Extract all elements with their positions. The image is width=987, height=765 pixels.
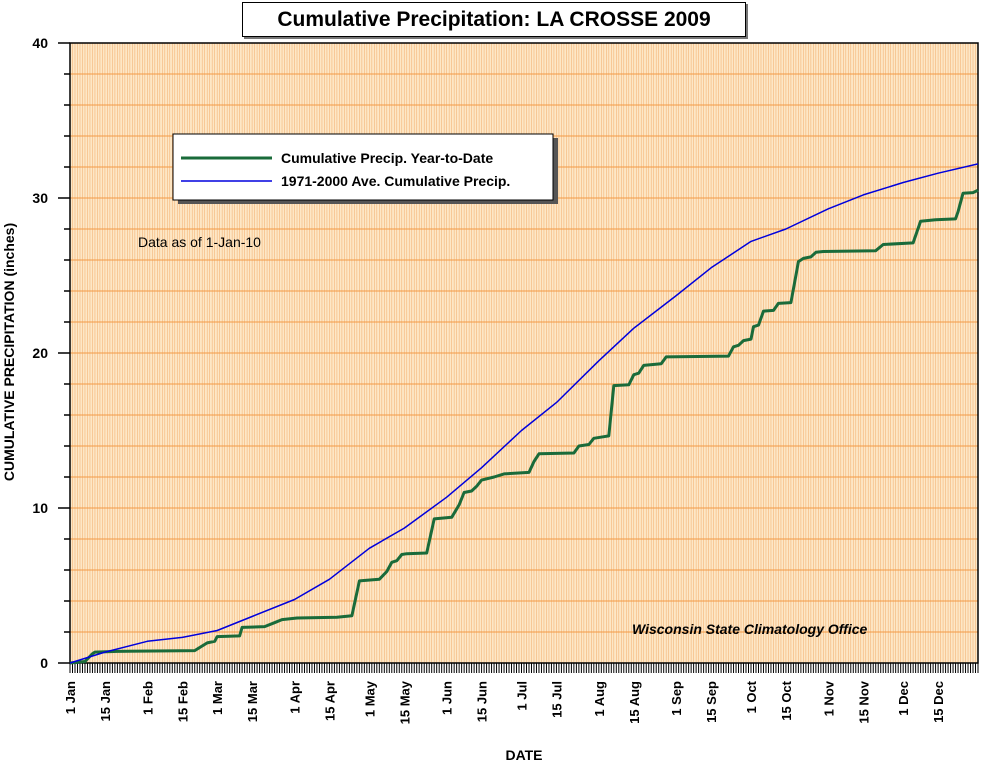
- x-tick-label: 1 Sep: [669, 681, 684, 716]
- x-tick-label: 15 Sep: [704, 681, 719, 723]
- x-tick-label: 1 Dec: [896, 681, 911, 716]
- x-tick-label: 1 Jun: [440, 681, 455, 715]
- source-credit: Wisconsin State Climatology Office: [632, 621, 868, 637]
- x-tick-label: 15 Feb: [175, 681, 190, 722]
- y-axis-title: CUMULATIVE PRECIPITATION (inches): [1, 223, 17, 481]
- x-tick-label: 1 Oct: [744, 680, 759, 713]
- x-tick-label: 1 Feb: [140, 681, 155, 715]
- x-tick-label: 15 Jan: [98, 681, 113, 722]
- x-tick-label: 1 Nov: [821, 680, 836, 716]
- x-tick-label: 15 Dec: [931, 681, 946, 723]
- x-tick-label: 15 Jun: [475, 681, 490, 722]
- x-tick-label: 15 Nov: [856, 680, 871, 723]
- x-tick-label: 15 May: [397, 680, 412, 724]
- legend: Cumulative Precip. Year-to-Date 1971-200…: [172, 133, 558, 204]
- y-tick-label: 20: [32, 345, 48, 361]
- x-tick-label: 15 Aug: [627, 681, 642, 724]
- series-line-0: [69, 188, 979, 665]
- chart-title-box: Cumulative Precipitation: LA CROSSE 2009: [242, 2, 746, 37]
- x-axis-title: DATE: [505, 747, 542, 763]
- legend-label-average: 1971-2000 Ave. Cumulative Precip.: [281, 173, 510, 189]
- x-tick-label: 15 Oct: [779, 680, 794, 720]
- x-tick-label: 1 Aug: [592, 681, 607, 717]
- x-tick-label: 1 Jul: [515, 681, 530, 711]
- x-tick-label: 15 Apr: [322, 681, 337, 721]
- y-tick-label: 40: [32, 35, 48, 51]
- x-tick-label: 1 Mar: [210, 681, 225, 715]
- y-tick-label: 30: [32, 190, 48, 206]
- x-tick-label: 1 Jan: [63, 681, 78, 714]
- x-tick-label: 1 Apr: [288, 681, 303, 714]
- x-tick-label: 15 Mar: [245, 681, 260, 722]
- series-line-1: [69, 163, 979, 664]
- legend-label-ytd: Cumulative Precip. Year-to-Date: [281, 150, 493, 166]
- chart-title: Cumulative Precipitation: LA CROSSE 2009: [277, 8, 711, 31]
- series-layer: [69, 163, 979, 665]
- y-tick-label: 10: [32, 500, 48, 516]
- data-as-of-note: Data as of 1-Jan-10: [138, 234, 261, 250]
- y-tick-label: 0: [40, 655, 48, 671]
- axes: 0 10 20 30 40 1 Jan 15 Jan 1 Feb 15 Feb 1 Mar 15 M…: [32, 35, 979, 724]
- x-tick-label: 15 Jul: [549, 681, 564, 718]
- x-tick-label: 1 May: [362, 680, 377, 717]
